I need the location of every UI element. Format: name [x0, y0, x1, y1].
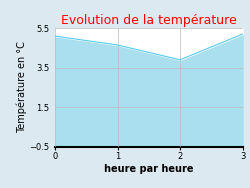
Title: Evolution de la température: Evolution de la température — [61, 14, 236, 27]
Y-axis label: Température en °C: Température en °C — [16, 42, 26, 133]
X-axis label: heure par heure: heure par heure — [104, 164, 194, 174]
